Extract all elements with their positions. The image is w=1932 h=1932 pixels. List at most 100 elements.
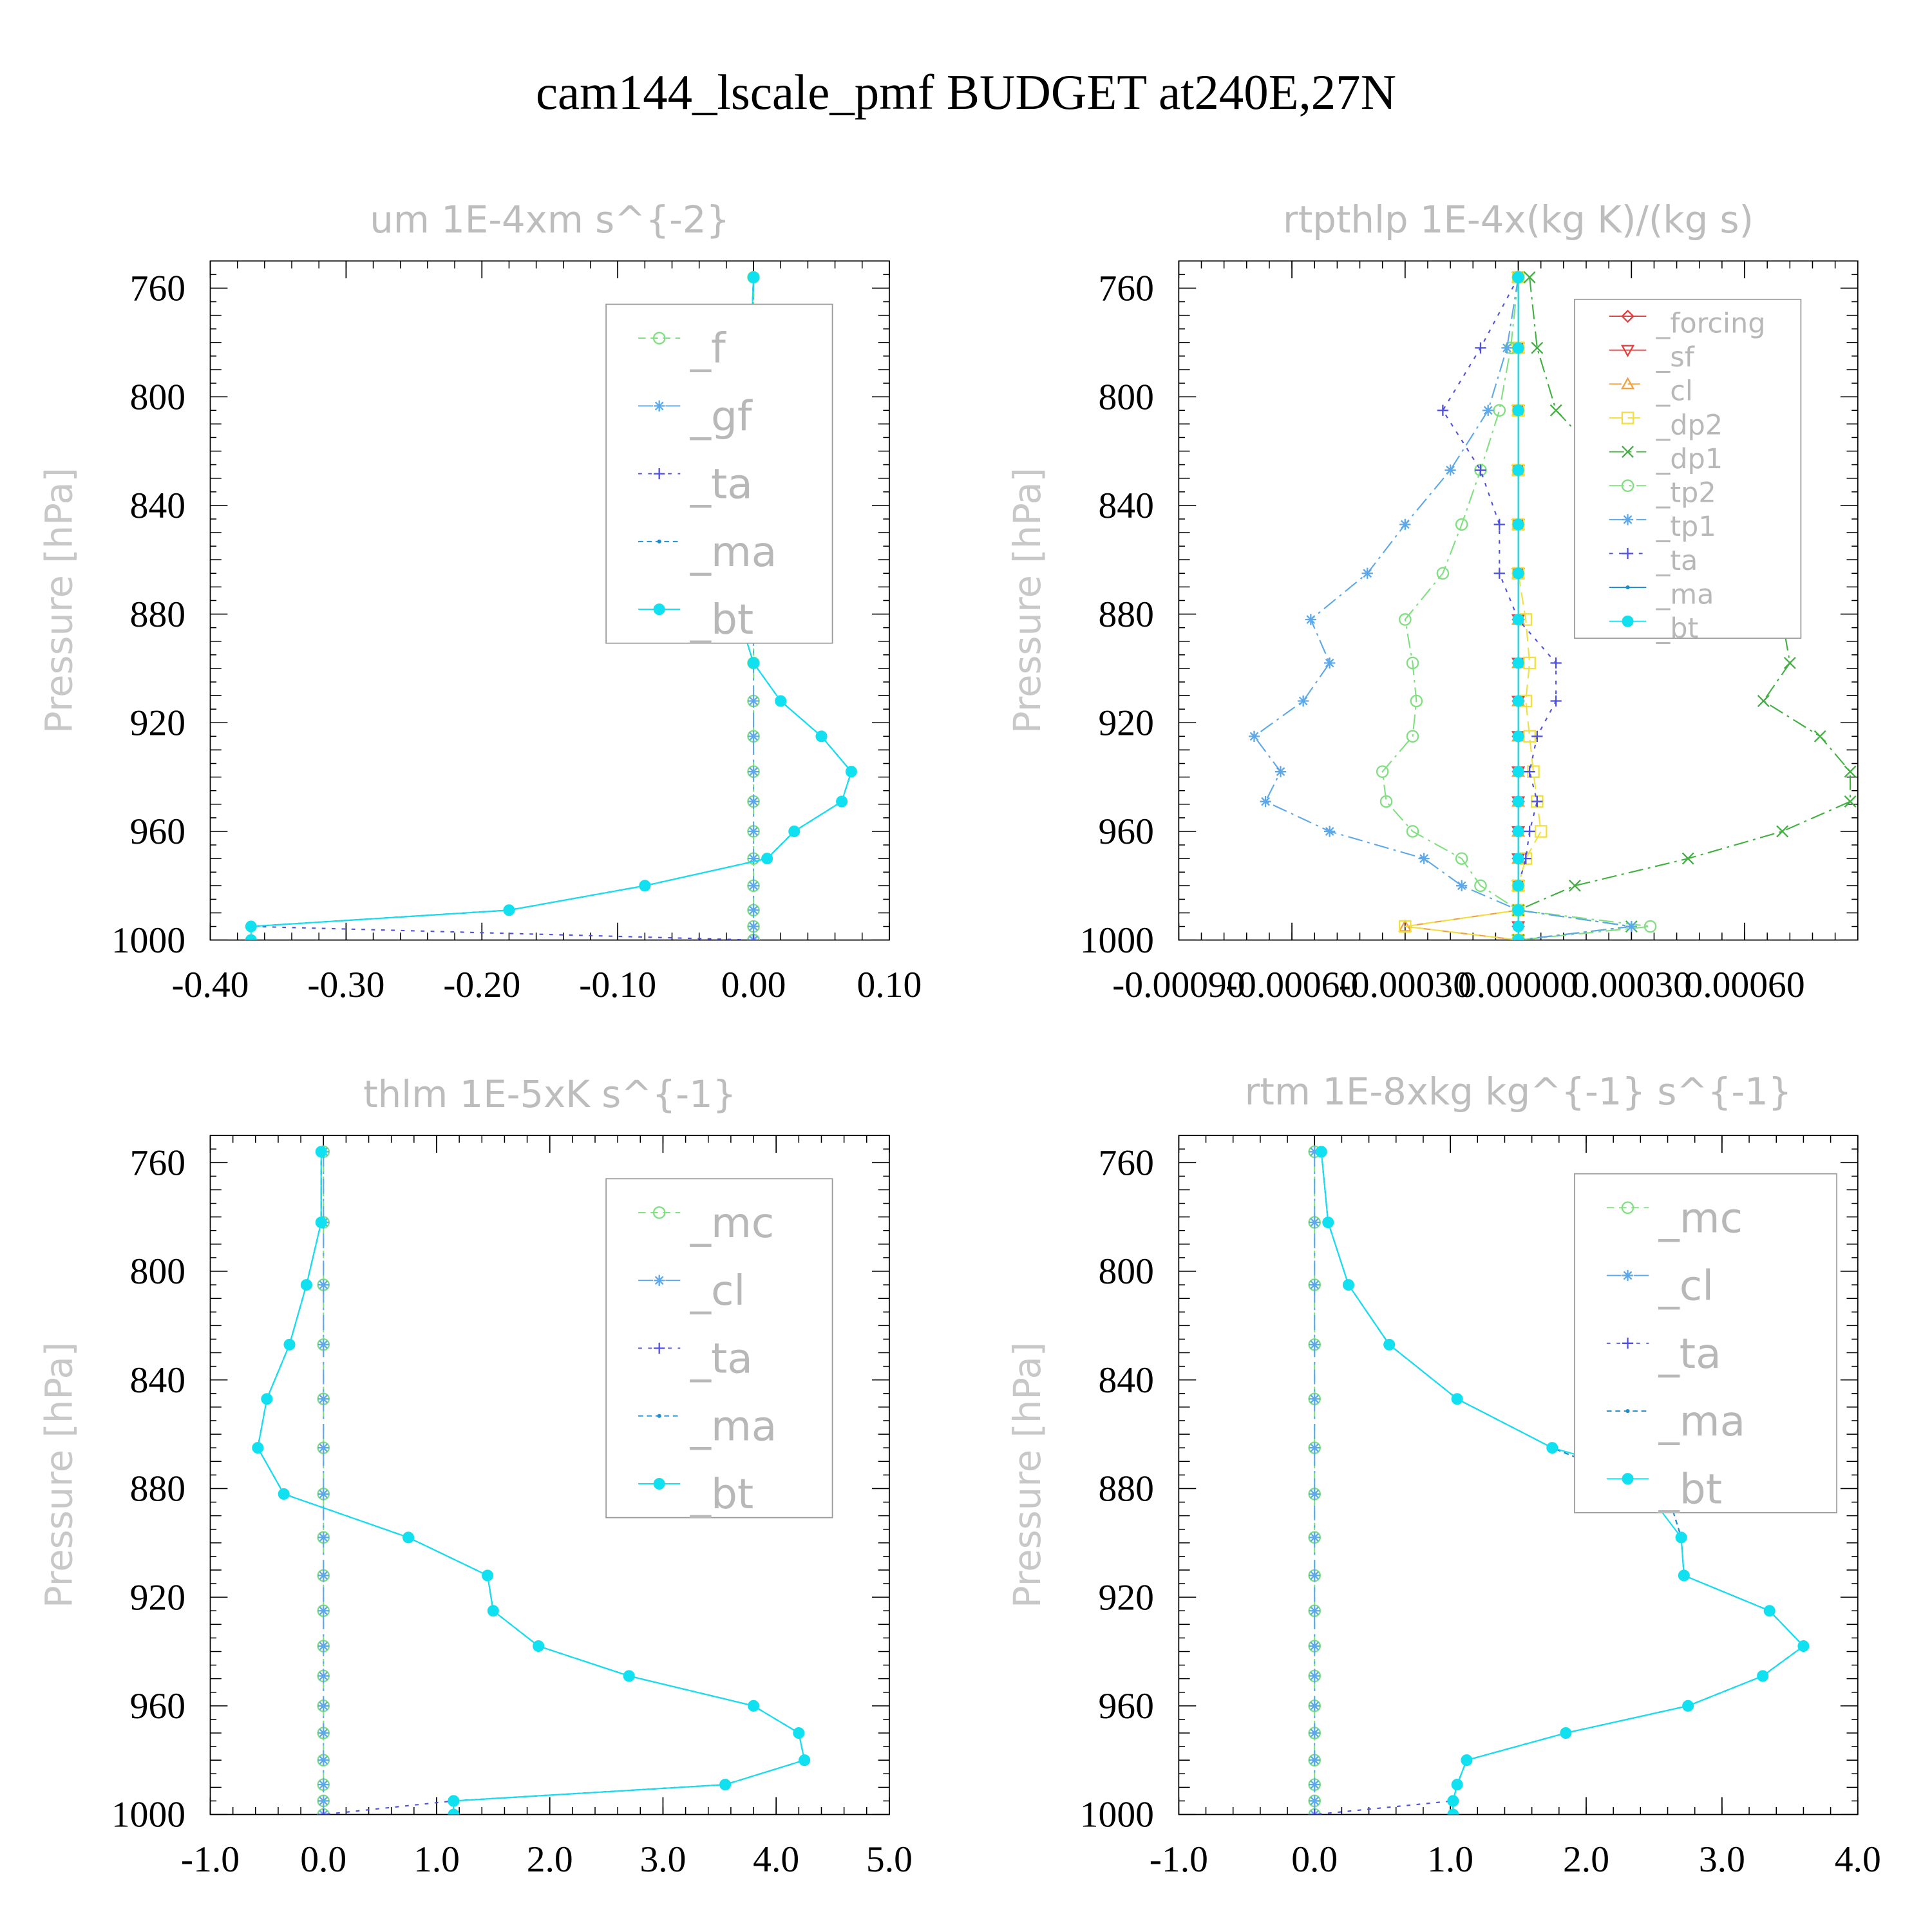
data-point: [1309, 1217, 1320, 1228]
data-point: [252, 1442, 264, 1454]
data-point: [1678, 1569, 1690, 1582]
legend-marker: [1621, 412, 1634, 424]
chart-panel-2: rtpthlp 1E-4x(kg K)/(kg s) Pressure [hPa]…: [1006, 198, 1859, 1005]
panel-title: thlm 1E-5xK s^{-1}: [363, 1073, 736, 1116]
data-point: [448, 1795, 460, 1807]
data-point: [317, 1442, 329, 1454]
y-tick-label: 840: [130, 486, 185, 526]
x-tick-label: 0.00000: [1458, 965, 1578, 1005]
data-point: [748, 766, 759, 777]
data-point: [1309, 1605, 1320, 1616]
legend-marker: [654, 1342, 665, 1354]
legend-marker: [652, 1206, 666, 1219]
legend-label: _sf: [1656, 341, 1695, 374]
legend-label: _forcing: [1656, 307, 1766, 339]
data-point: [1274, 766, 1287, 777]
panel-title: rtm 1E-8xkg kg^{-1} s^{-1}: [1245, 1070, 1792, 1113]
panel-title: um 1E-4xm s^{-2}: [370, 198, 730, 242]
data-point: [719, 1779, 732, 1791]
data-point: [1309, 1393, 1320, 1405]
data-point: [1550, 657, 1562, 669]
data-point: [1625, 920, 1637, 933]
x-tick-label: 4.0: [753, 1839, 799, 1880]
data-point: [1260, 795, 1271, 808]
series-line-bt: [257, 1151, 806, 1815]
x-tick-label: -0.00090: [1112, 965, 1245, 1005]
legend-marker: [654, 1274, 665, 1286]
legend-marker: [1625, 585, 1630, 590]
data-point: [1309, 1700, 1320, 1712]
data-point: [1324, 657, 1336, 669]
legend-label: _f: [690, 325, 726, 373]
y-tick-label: 800: [130, 377, 185, 417]
x-tick-label: -0.20: [443, 965, 520, 1005]
legend: _f _gf _ta _ma _bt: [605, 303, 833, 644]
data-point: [1512, 880, 1524, 892]
data-point: [748, 695, 759, 707]
data-point: [317, 1670, 329, 1682]
data-point: [748, 1700, 760, 1712]
data-point: [317, 1279, 329, 1291]
legend-marker: [1622, 1473, 1634, 1485]
data-point: [1493, 518, 1505, 531]
data-point: [448, 1808, 460, 1815]
data-point: [317, 1808, 329, 1815]
data-point: [1797, 1640, 1810, 1653]
data-point: [1436, 567, 1450, 580]
data-point: [748, 730, 759, 742]
x-tick-label: -0.00060: [1226, 965, 1358, 1005]
data-point: [1531, 795, 1543, 808]
data-point: [1475, 342, 1486, 354]
y-tick-label: 840: [130, 1360, 185, 1401]
data-point: [1783, 657, 1796, 669]
data-point: [748, 880, 759, 891]
data-point: [1512, 613, 1524, 626]
y-tick-label: 840: [1099, 1360, 1154, 1401]
legend-label: _cl: [1656, 375, 1693, 408]
data-point: [1549, 404, 1562, 417]
data-point: [1681, 852, 1694, 865]
y-tick-label: 800: [1099, 377, 1154, 417]
data-point: [1309, 1279, 1320, 1291]
data-point: [1248, 730, 1260, 742]
y-tick-label: 800: [130, 1251, 185, 1292]
data-point: [1361, 567, 1373, 579]
x-tick-label: 3.0: [1699, 1839, 1745, 1880]
x-tick-label: -1.0: [181, 1839, 240, 1880]
legend-marker: [1622, 1338, 1634, 1349]
figure-title: cam144_lscale_pmf BUDGET at240E,27N: [536, 65, 1396, 120]
series-line-ta: [1442, 277, 1557, 940]
data-point: [1844, 765, 1857, 778]
x-tick-label: 3.0: [639, 1839, 686, 1880]
legend-label: _tp2: [1656, 477, 1716, 509]
data-point: [1455, 518, 1468, 531]
legend-label: _bt: [1658, 1465, 1723, 1513]
legend: _forcing_sf_cl_dp2_dp1_tp2_tp1_ta_ma_bt: [1574, 298, 1802, 645]
legend-label: _ma: [1658, 1397, 1746, 1446]
data-point: [317, 1640, 329, 1652]
series-line-tp1: [1253, 277, 1632, 940]
y-tick-label: 840: [1099, 486, 1154, 526]
data-point: [1776, 825, 1789, 838]
data-point: [1447, 1808, 1459, 1815]
y-tick-label: 760: [130, 1143, 185, 1184]
data-point: [402, 1531, 415, 1544]
legend-marker: [657, 539, 661, 544]
data-point: [503, 904, 515, 916]
data-point: [261, 1393, 273, 1405]
data-point: [748, 826, 759, 837]
data-point: [1406, 656, 1419, 670]
data-point: [1763, 1605, 1776, 1617]
data-point: [1512, 567, 1524, 580]
data-point: [533, 1640, 545, 1653]
legend-marker: [654, 468, 665, 480]
data-point: [1482, 404, 1494, 416]
y-tick-label: 880: [1099, 1469, 1154, 1510]
y-tick-label: 920: [1099, 1577, 1154, 1618]
y-axis-label: Pressure [hPa]: [1006, 1342, 1049, 1608]
x-tick-label: -0.00030: [1339, 965, 1472, 1005]
series-group: [252, 1145, 811, 1815]
legend-marker: [1621, 1201, 1634, 1215]
legend-marker: [653, 603, 665, 616]
data-point: [1399, 920, 1412, 933]
